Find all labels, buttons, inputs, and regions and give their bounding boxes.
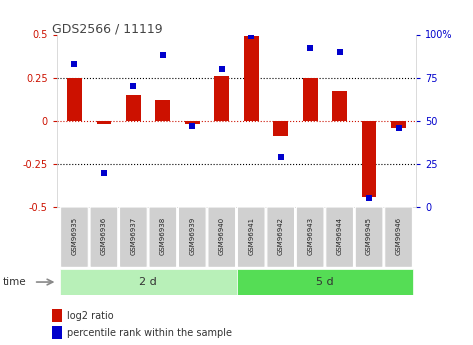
FancyBboxPatch shape	[60, 269, 236, 295]
Point	[307, 46, 314, 51]
Point	[189, 123, 196, 129]
Bar	[362, 121, 377, 197]
Point	[277, 154, 284, 160]
Text: GSM96944: GSM96944	[337, 217, 342, 255]
Point	[70, 61, 78, 67]
Text: GSM96937: GSM96937	[131, 217, 136, 255]
Text: GSM96943: GSM96943	[307, 217, 313, 255]
Text: GSM96938: GSM96938	[160, 217, 166, 255]
Text: GSM96945: GSM96945	[366, 217, 372, 255]
Text: GSM96946: GSM96946	[395, 217, 402, 255]
Bar	[185, 121, 200, 124]
Point	[159, 52, 166, 58]
FancyBboxPatch shape	[236, 269, 413, 295]
Bar	[332, 91, 347, 121]
FancyBboxPatch shape	[90, 207, 118, 267]
Text: GSM96939: GSM96939	[189, 217, 195, 255]
Point	[365, 196, 373, 201]
Point	[336, 49, 343, 55]
Point	[100, 170, 108, 175]
FancyBboxPatch shape	[326, 207, 353, 267]
FancyBboxPatch shape	[149, 207, 177, 267]
FancyBboxPatch shape	[296, 207, 324, 267]
Point	[130, 83, 137, 89]
Bar	[303, 78, 317, 121]
Bar	[67, 78, 82, 121]
Text: GSM96942: GSM96942	[278, 217, 284, 255]
Text: time: time	[2, 277, 26, 287]
Text: log2 ratio: log2 ratio	[67, 311, 114, 321]
Text: percentile rank within the sample: percentile rank within the sample	[67, 328, 232, 338]
Bar	[214, 76, 229, 121]
FancyBboxPatch shape	[267, 207, 295, 267]
FancyBboxPatch shape	[208, 207, 236, 267]
FancyBboxPatch shape	[355, 207, 383, 267]
Text: GSM96941: GSM96941	[248, 217, 254, 255]
Text: GDS2566 / 11119: GDS2566 / 11119	[52, 22, 163, 36]
Bar	[273, 121, 288, 136]
Text: 2 d: 2 d	[139, 277, 157, 287]
Bar	[96, 121, 111, 124]
FancyBboxPatch shape	[237, 207, 265, 267]
Bar	[126, 95, 141, 121]
Point	[218, 66, 226, 72]
Point	[247, 33, 255, 39]
Text: GSM96940: GSM96940	[219, 217, 225, 255]
Text: GSM96936: GSM96936	[101, 217, 107, 255]
Bar	[244, 36, 259, 121]
Point	[395, 125, 403, 130]
FancyBboxPatch shape	[178, 207, 206, 267]
Text: GSM96935: GSM96935	[71, 217, 78, 255]
Bar	[156, 100, 170, 121]
FancyBboxPatch shape	[385, 207, 412, 267]
Bar	[391, 121, 406, 128]
FancyBboxPatch shape	[61, 207, 88, 267]
Text: 5 d: 5 d	[316, 277, 334, 287]
FancyBboxPatch shape	[120, 207, 147, 267]
